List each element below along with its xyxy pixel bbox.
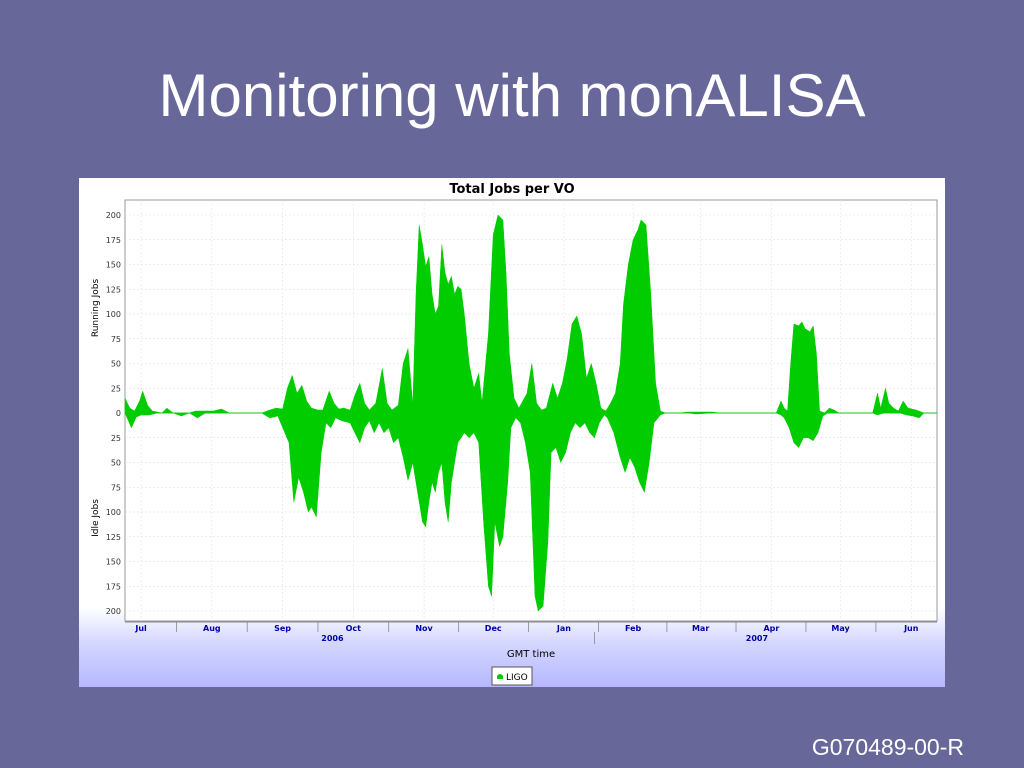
x-tick-month-jan: Jan [556, 624, 571, 633]
y-tick-label: 200 [106, 211, 121, 220]
x-axis-label: GMT time [507, 649, 555, 660]
x-tick-month-nov: Nov [415, 624, 433, 633]
x-tick-month-mar: Mar [692, 624, 709, 633]
axis-ticks: 0 25 25 50 50 75 75 100 100 125 125 150 150 175 175 200… [106, 211, 121, 616]
jobs-chart: Total Jobs per VO 0 25 25 50 50 75 75 100 100 125… [91, 182, 938, 686]
x-tick-month-aug: Aug [203, 624, 221, 633]
series-areas [124, 214, 937, 612]
y-tick-label: 175 [106, 236, 121, 245]
y-tick-label: 100 [106, 310, 121, 319]
x-tick-month-oct: Oct [346, 624, 362, 633]
y-tick-label: 75 [111, 335, 121, 344]
series-area-ligo-idle [124, 412, 937, 612]
series-area-ligo-running [124, 214, 937, 414]
x-tick-month-may: May [831, 624, 850, 633]
y-tick-label: 25 [111, 384, 121, 393]
x-tick-year-2007: 2007 [746, 634, 768, 643]
y-tick-label: 150 [106, 558, 121, 567]
chart-panel: Total Jobs per VO 0 25 25 50 50 75 75 100 100 125… [79, 178, 945, 687]
x-tick-month-jul: Jul [134, 624, 147, 633]
legend: LIGO [491, 666, 533, 686]
legend-entry-ligo: LIGO [506, 673, 528, 683]
legend-swatch-ligo [497, 674, 503, 679]
y-axis-label-running: Running Jobs [91, 279, 101, 338]
legend-box [491, 666, 533, 686]
footer-doc-code: G070489-00-R [811, 734, 964, 760]
x-axis-bands: Jul Aug Sep Oct Nov Dec Jan Feb Mar Apr May Jun 2006… [125, 621, 937, 644]
y-tick-label: 150 [106, 261, 121, 270]
y-tick-label: 200 [106, 607, 121, 616]
x-tick-month-jun: Jun [903, 624, 919, 633]
y-tick-label: 175 [106, 582, 121, 591]
y-tick-label: 75 [111, 483, 121, 492]
x-tick-month-dec: Dec [485, 624, 502, 633]
y-axis-label-idle: Idle Jobs [91, 499, 101, 537]
x-tick-year-2006: 2006 [321, 634, 344, 643]
y-tick-label: 125 [106, 533, 121, 542]
chart-title: Total Jobs per VO [449, 182, 574, 197]
y-tick-label: 100 [106, 508, 121, 517]
y-tick-label: 125 [106, 285, 121, 294]
y-tick-label: 50 [111, 459, 121, 468]
x-tick-month-sep: Sep [274, 624, 291, 633]
y-tick-label: 50 [111, 360, 121, 369]
slide-title: Monitoring with monALISA [158, 62, 866, 129]
x-tick-month-feb: Feb [625, 624, 642, 633]
y-tick-label: 25 [111, 434, 121, 443]
y-tick-label: 0 [116, 409, 121, 418]
x-tick-month-apr: Apr [763, 624, 779, 633]
